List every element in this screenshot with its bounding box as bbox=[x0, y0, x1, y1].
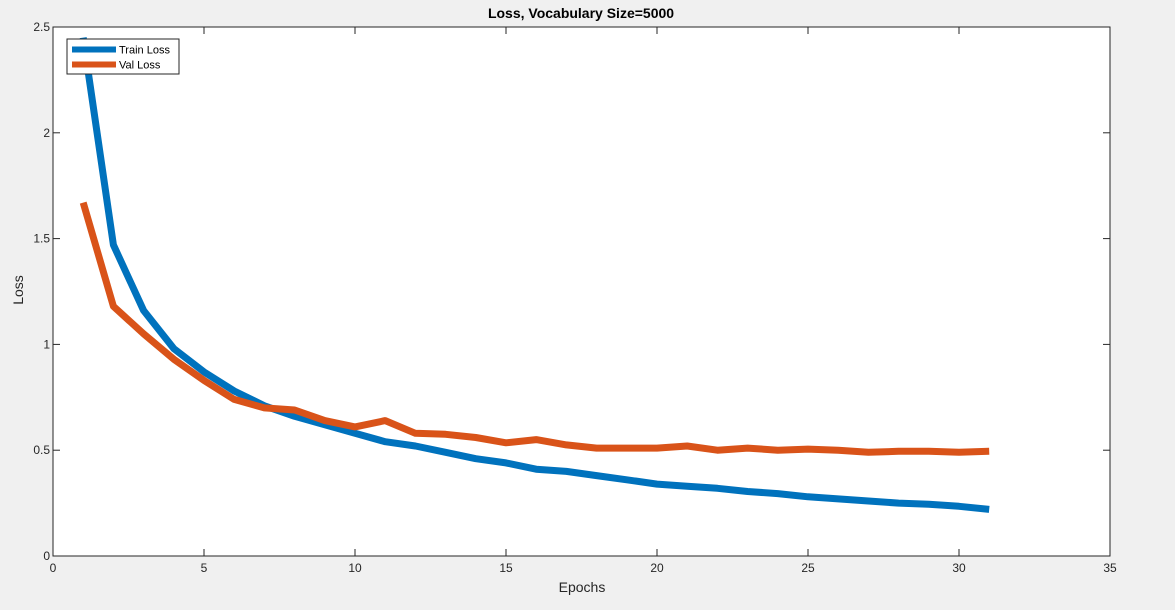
legend-box bbox=[66, 38, 180, 75]
x-tick-label: 5 bbox=[201, 561, 208, 575]
x-tick-label: 30 bbox=[952, 561, 966, 575]
plot-frame bbox=[52, 26, 1111, 557]
legend-label-val: Val Loss bbox=[119, 60, 161, 72]
x-tick-label: 35 bbox=[1103, 561, 1117, 575]
series-line-val-loss bbox=[79, 201, 990, 456]
chart-title: Loss, Vocabulary Size=5000 bbox=[488, 5, 674, 21]
x-tick-label: 25 bbox=[801, 561, 815, 575]
x-tick-label: 15 bbox=[499, 561, 513, 575]
y-tick-label: 0.5 bbox=[33, 443, 50, 457]
series-line-train-loss bbox=[79, 37, 990, 513]
y-axis-title: Loss bbox=[10, 275, 26, 305]
y-tick-label: 1 bbox=[43, 337, 50, 351]
legend[interactable]: Train Loss Val Loss bbox=[66, 38, 180, 75]
x-tick-label: 0 bbox=[50, 561, 57, 575]
y-tick-label: 2.5 bbox=[33, 20, 50, 34]
x-tick-label: 10 bbox=[348, 561, 362, 575]
x-tick-label: 20 bbox=[650, 561, 664, 575]
y-tick-label: 0 bbox=[43, 549, 50, 563]
y-tick-label: 1.5 bbox=[33, 232, 50, 246]
legend-label-train: Train Loss bbox=[119, 45, 170, 57]
x-axis-title: Epochs bbox=[559, 579, 606, 595]
plot-area bbox=[53, 27, 1110, 556]
y-tick-label: 2 bbox=[43, 126, 50, 140]
lines-layer bbox=[79, 37, 990, 513]
labels-layer: 0 5 10 15 20 25 30 35 0 0.5 1 1.5 2 2.5 bbox=[33, 20, 1117, 575]
